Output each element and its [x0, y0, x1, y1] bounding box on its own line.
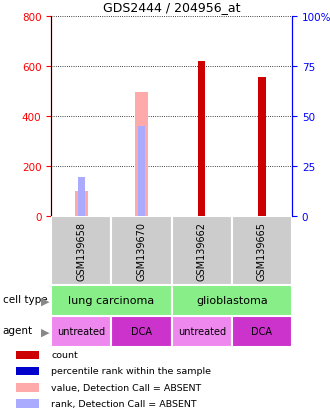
Text: glioblastoma: glioblastoma	[196, 295, 268, 306]
Text: percentile rank within the sample: percentile rank within the sample	[51, 367, 211, 375]
Bar	[172, 316, 232, 347]
Bar	[138, 127, 145, 217]
Text: DCA: DCA	[131, 326, 152, 337]
Bar	[78, 178, 85, 217]
Text: ▶: ▶	[41, 326, 49, 337]
Text: untreated: untreated	[178, 326, 226, 337]
Bar	[172, 217, 232, 285]
Bar	[51, 217, 112, 285]
Bar	[16, 399, 39, 408]
Text: value, Detection Call = ABSENT: value, Detection Call = ABSENT	[51, 382, 202, 392]
Bar	[232, 316, 292, 347]
Bar	[16, 351, 39, 360]
Text: cell type: cell type	[3, 294, 47, 304]
Text: untreated: untreated	[57, 326, 105, 337]
Bar	[112, 217, 172, 285]
Bar	[135, 93, 148, 217]
Text: ▶: ▶	[41, 295, 49, 306]
Text: lung carcinoma: lung carcinoma	[68, 295, 154, 306]
Bar	[258, 78, 266, 217]
Bar	[112, 316, 172, 347]
Text: GSM139665: GSM139665	[257, 221, 267, 280]
Bar	[51, 316, 112, 347]
Text: agent: agent	[3, 325, 33, 335]
Bar	[51, 285, 172, 316]
Bar	[75, 192, 88, 217]
Title: GDS2444 / 204956_at: GDS2444 / 204956_at	[103, 1, 240, 14]
Text: DCA: DCA	[251, 326, 273, 337]
Text: GSM139658: GSM139658	[76, 221, 86, 280]
Bar	[16, 367, 39, 375]
Bar	[232, 217, 292, 285]
Bar	[16, 383, 39, 392]
Bar	[172, 285, 292, 316]
Text: GSM139662: GSM139662	[197, 221, 207, 280]
Text: GSM139670: GSM139670	[137, 221, 147, 280]
Text: rank, Detection Call = ABSENT: rank, Detection Call = ABSENT	[51, 399, 197, 408]
Bar	[198, 62, 205, 217]
Text: count: count	[51, 351, 78, 360]
